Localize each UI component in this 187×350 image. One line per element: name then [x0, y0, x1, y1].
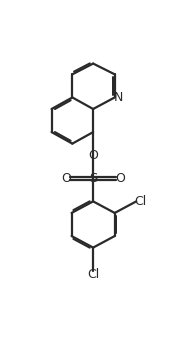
Text: Cl: Cl [134, 195, 147, 208]
Text: O: O [116, 172, 125, 185]
Text: O: O [88, 149, 98, 162]
Text: S: S [89, 172, 97, 185]
Text: Cl: Cl [87, 268, 99, 281]
Text: N: N [114, 91, 124, 104]
Text: O: O [61, 172, 71, 185]
